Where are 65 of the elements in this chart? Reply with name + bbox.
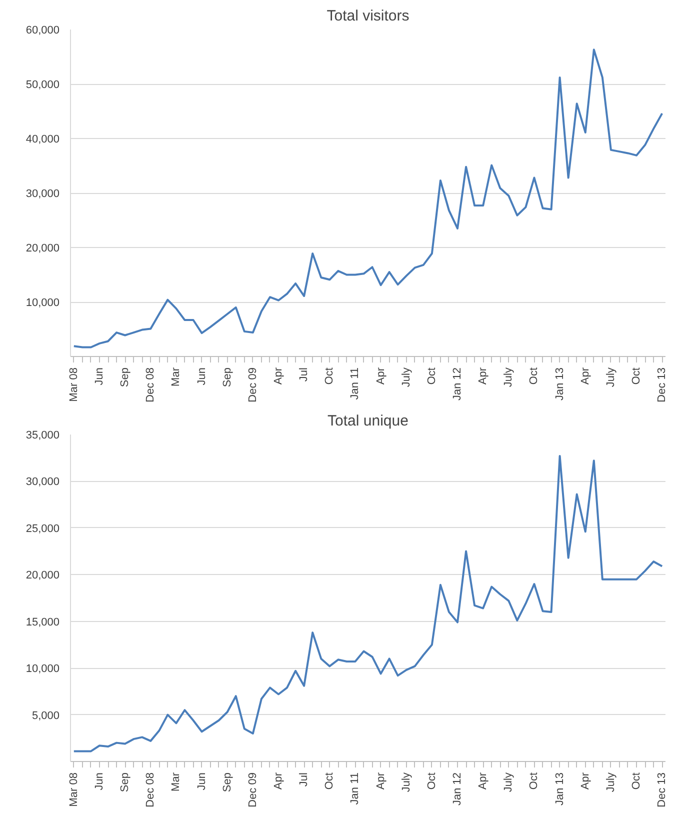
x-tick-label: Jun — [196, 367, 208, 386]
x-tick-label: July — [502, 367, 515, 388]
x-tick-label: Apr — [579, 772, 592, 790]
x-tick-label: Jan 13 — [554, 772, 566, 806]
y-tick-label: 40,000 — [26, 134, 60, 146]
x-tick-label: Jun — [196, 772, 208, 790]
line-series — [72, 48, 664, 348]
y-tick-label: 15,000 — [26, 616, 60, 628]
x-tick-label: Sep — [221, 367, 234, 388]
x-tick-label: Apr — [579, 367, 592, 385]
x-tick-label: Apr — [477, 367, 490, 385]
x-tick-label: Jun — [93, 367, 106, 386]
x-tick-label: Jan 12 — [452, 772, 464, 806]
x-tick-label: Dec 13 — [656, 772, 668, 808]
x-tick-label: Sep — [119, 772, 132, 792]
x-tick-label: Dec 09 — [246, 772, 259, 808]
chart-title: Total visitors — [326, 8, 410, 24]
x-tick-label: Mar 08 — [68, 367, 80, 402]
x-tick-label: July — [604, 367, 617, 388]
x-tick-label: Mar — [170, 367, 182, 386]
y-tick-label: 10,000 — [26, 663, 60, 676]
x-tick-label: July — [502, 772, 515, 792]
x-tick-label: Dec 08 — [144, 367, 157, 402]
y-tick-label: 20,000 — [26, 570, 60, 582]
x-tick-label: Sep — [221, 772, 234, 792]
x-tick-label: Oct — [324, 772, 336, 790]
x-tick-label: July — [400, 367, 412, 388]
x-tick-label: Jul — [298, 368, 310, 382]
x-tick-label: Oct — [630, 772, 643, 790]
x-tick-label: Jan 13 — [554, 367, 566, 401]
x-tick-label: July — [400, 772, 412, 792]
x-tick-label: Apr — [477, 772, 490, 790]
line-series — [72, 454, 664, 752]
x-tick-label: Oct — [426, 772, 438, 790]
y-tick-label: 50,000 — [26, 79, 60, 91]
x-tick-label: Oct — [426, 367, 438, 385]
x-tick-label: Dec 09 — [246, 367, 259, 402]
x-tick-label: Sep — [119, 367, 132, 388]
x-tick-label: Apr — [272, 367, 284, 385]
x-tick-label: Dec 08 — [144, 772, 157, 808]
x-tick-label: Apr — [272, 772, 284, 790]
x-tick-label: Mar — [170, 772, 182, 792]
x-tick-label: Oct — [630, 367, 643, 385]
x-tick-label: Apr — [374, 367, 387, 385]
y-tick-label: 25,000 — [26, 522, 60, 535]
x-tick-label: Oct — [528, 367, 540, 385]
x-tick-label: Jul — [298, 772, 310, 787]
x-tick-label: Jan 11 — [349, 367, 362, 400]
x-tick-label: Dec 13 — [656, 367, 668, 402]
y-tick-label: 30,000 — [26, 476, 60, 488]
x-tick-label: Oct — [528, 772, 540, 790]
x-tick-label: Oct — [324, 367, 336, 385]
x-tick-label: Apr — [374, 772, 387, 790]
x-tick-label: July — [604, 772, 617, 792]
y-tick-label: 30,000 — [26, 188, 60, 200]
y-tick-label: 35,000 — [26, 430, 60, 442]
x-tick-label: Jun — [93, 772, 106, 790]
x-tick-label: Jan 12 — [452, 367, 464, 401]
x-tick-label: Jan 11 — [349, 772, 362, 805]
y-tick-label: 20,000 — [26, 242, 60, 254]
chart-title: Total unique — [328, 412, 408, 430]
y-tick-label: 5,000 — [32, 710, 60, 722]
y-tick-label: 10,000 — [26, 297, 60, 309]
x-tick-label: Mar 08 — [68, 772, 80, 807]
y-tick-label: 60,000 — [26, 24, 60, 36]
